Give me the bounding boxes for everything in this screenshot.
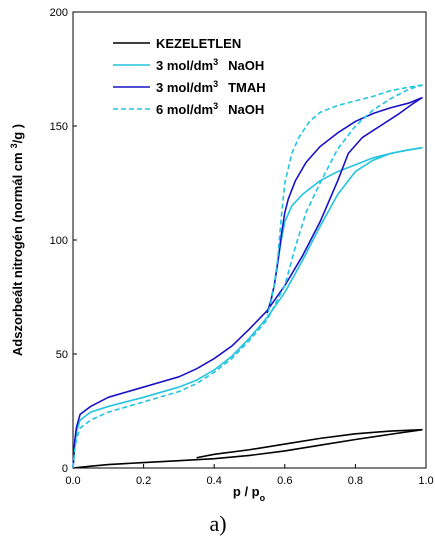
panel-label: a) — [209, 511, 226, 536]
y-tick-label: 200 — [50, 7, 68, 19]
series-1-adsorption-line — [73, 430, 422, 468]
axis-ticks: 0.0 0.2 0.4 0.6 0.8 1.0 0 50 100 150 200 — [50, 7, 434, 487]
x-tick-label: 0.2 — [136, 475, 151, 487]
x-tick-label: 0.4 — [207, 475, 222, 487]
x-tick-label: 0.0 — [65, 475, 80, 487]
x-axis-label-subscript: o — [260, 493, 266, 503]
x-tick-label: 1.0 — [418, 475, 433, 487]
series-2-desorption-line — [267, 148, 422, 313]
y-axis-label: Adszorbeált nitrogén (normál cm3/g ) — [9, 124, 25, 356]
legend-entry: 6 mol/dm3 NaOH — [156, 101, 264, 117]
y-tick-label: 150 — [50, 121, 68, 133]
x-axis-label: p / po — [233, 484, 266, 503]
legend: KEZELETLEN 3 mol/dm3 NaOH 3 mol/dm3 TMAH 6 mo… — [113, 36, 266, 117]
series-3-adsorption-line — [73, 98, 422, 469]
x-tick-label: 0.6 — [277, 475, 292, 487]
y-tick-label: 0 — [62, 463, 68, 475]
series-lines — [73, 85, 422, 468]
legend-entry: KEZELETLEN — [156, 36, 241, 51]
legend-entry: 3 mol/dm3 TMAH — [156, 79, 266, 95]
series-4-adsorption-line — [73, 85, 422, 468]
x-tick-label: 0.8 — [348, 475, 363, 487]
series-2-adsorption-line — [73, 148, 422, 468]
legend-entry: 3 mol/dm3 NaOH — [156, 57, 264, 73]
y-tick-label: 50 — [56, 349, 68, 361]
y-tick-label: 100 — [50, 235, 68, 247]
